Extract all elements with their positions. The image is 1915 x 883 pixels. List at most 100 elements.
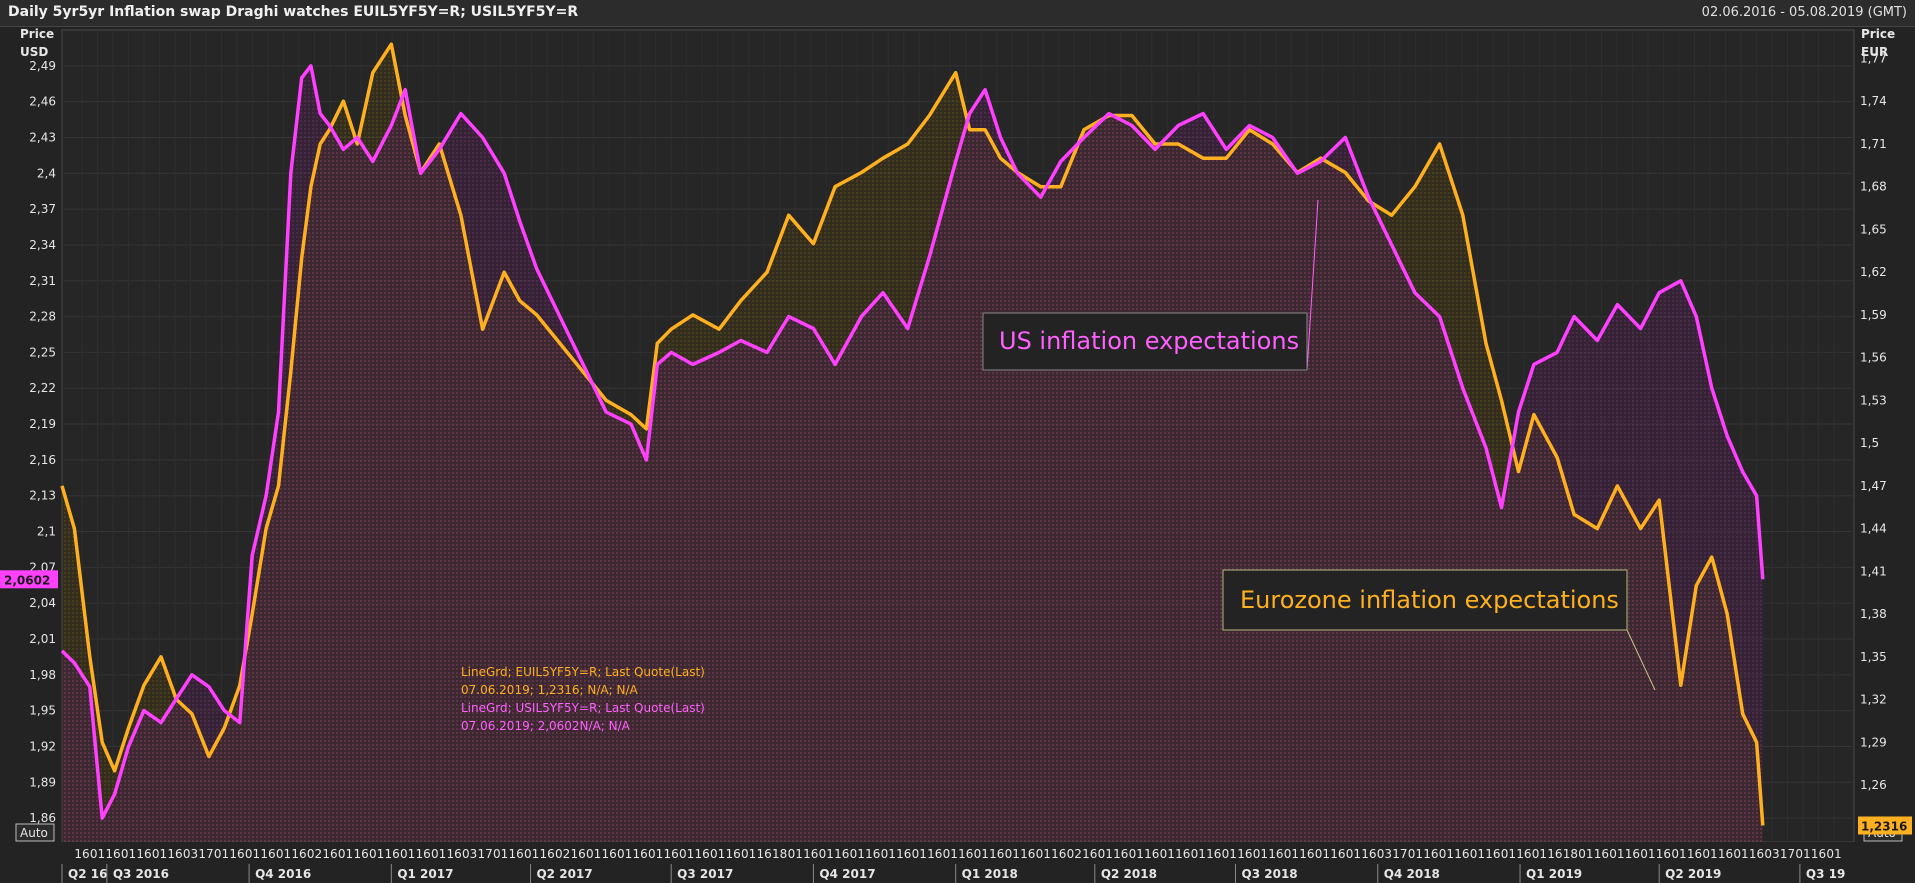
x-day-tick-label: 01 bbox=[1640, 847, 1655, 861]
left-tick-label: 2,37 bbox=[29, 202, 56, 216]
x-day-tick-label: 01 bbox=[586, 847, 601, 861]
x-quarter-label: Q1 2018 bbox=[962, 867, 1018, 881]
right-tick-label: 1,44 bbox=[1860, 522, 1887, 536]
series-lines bbox=[60, 42, 1765, 826]
x-quarter-label: Q2 2019 bbox=[1665, 867, 1721, 881]
legend-eu-last: 07.06.2019; 1,2316; N/A; N/A bbox=[461, 683, 639, 697]
x-day-tick-label: 16 bbox=[865, 847, 880, 861]
x-day-tick-label: 01 bbox=[943, 847, 958, 861]
x-day-tick-label: 16 bbox=[695, 847, 710, 861]
x-day-tick-label: 01 bbox=[1470, 847, 1485, 861]
right-tick-label: 1,56 bbox=[1860, 351, 1887, 365]
x-day-tick-label: 17 bbox=[198, 847, 213, 861]
x-day-tick-label: 16 bbox=[1749, 847, 1764, 861]
x-day-tick-label: 16 bbox=[664, 847, 679, 861]
left-axis-label-currency: USD bbox=[20, 45, 48, 59]
legend-us-last: 07.06.2019; 2,0602N/A; N/A bbox=[461, 719, 631, 733]
x-day-tick-label: 16 bbox=[1454, 847, 1469, 861]
title-bar: Daily 5yr5yr Inflation swap Draghi watch… bbox=[0, 0, 1915, 27]
us-annotation[interactable]: US inflation expectations bbox=[982, 199, 1319, 371]
right-tick-label: 1,74 bbox=[1860, 94, 1887, 108]
legend-us-series: LineGrd; USIL5YF5Y=R; Last Quote(Last) bbox=[461, 701, 705, 715]
x-day-tick-label: 16 bbox=[571, 847, 586, 861]
x-day-tick-label: 16 bbox=[1811, 847, 1826, 861]
x-day-tick-label: 16 bbox=[1361, 847, 1376, 861]
x-day-tick-label: 16 bbox=[1516, 847, 1531, 861]
x-day-tick-label: 16 bbox=[539, 847, 554, 861]
x-day-tick-label: 01 bbox=[369, 847, 384, 861]
right-tick-label: 1,29 bbox=[1860, 735, 1887, 749]
left-tick-label: 2,28 bbox=[29, 310, 56, 324]
left-tick-label: 2,31 bbox=[29, 274, 56, 288]
x-day-tick-label: 16 bbox=[1625, 847, 1640, 861]
x-day-tick-label: 01 bbox=[400, 847, 415, 861]
x-day-tick-label: 01 bbox=[710, 847, 725, 861]
x-day-tick-label: 01 bbox=[1036, 847, 1051, 861]
left-tick-label: 2,16 bbox=[29, 453, 56, 467]
x-day-tick-label: 16 bbox=[1485, 847, 1500, 861]
x-quarter-label: Q3 19 bbox=[1806, 867, 1845, 881]
left-tick-label: 2,04 bbox=[29, 596, 56, 610]
x-day-tick-label: 01 bbox=[90, 847, 105, 861]
x-day-tick-label: 01 bbox=[1160, 847, 1175, 861]
legend-eu-series: LineGrd; EUIL5YF5Y=R; Last Quote(Last) bbox=[461, 665, 705, 679]
x-day-tick-label: 16 bbox=[757, 847, 772, 861]
left-tick-label: 2,46 bbox=[29, 95, 56, 109]
x-day-tick-label: 16 bbox=[1082, 847, 1097, 861]
x-day-tick-label: 18 bbox=[772, 847, 787, 861]
x-quarter-label: Q3 2017 bbox=[677, 867, 733, 881]
right-tick-label: 1,35 bbox=[1860, 650, 1887, 664]
x-day-tick-label: 01 bbox=[1129, 847, 1144, 861]
right-tick-label: 1,77 bbox=[1860, 51, 1887, 65]
left-tick-label: 2,49 bbox=[29, 59, 56, 73]
eu-last-value-badge: 1,2316 bbox=[1858, 816, 1912, 835]
right-axis-label-currency: EUR bbox=[1861, 45, 1888, 59]
x-day-tick-label: 16 bbox=[1547, 847, 1562, 861]
right-tick-label: 1,38 bbox=[1860, 607, 1887, 621]
x-day-tick-label: 01 bbox=[1439, 847, 1454, 861]
eu-annotation[interactable]: Eurozone inflation expectations bbox=[1222, 569, 1656, 691]
left-tick-label: 1,95 bbox=[29, 704, 56, 718]
x-day-tick-label: 16 bbox=[803, 847, 818, 861]
left-tick-label: 2,25 bbox=[29, 345, 56, 359]
x-day-tick-label: 03 bbox=[183, 847, 198, 861]
chart-title: Daily 5yr5yr Inflation swap Draghi watch… bbox=[8, 4, 579, 20]
x-day-tick-label: 16 bbox=[1656, 847, 1671, 861]
x-day-tick-label: 01 bbox=[1098, 847, 1113, 861]
x-day-tick-label: 01 bbox=[1826, 847, 1841, 861]
right-tick-label: 1,26 bbox=[1860, 778, 1887, 792]
x-day-tick-label: 01 bbox=[741, 847, 756, 861]
left-tick-label: 1,98 bbox=[29, 668, 56, 682]
right-axis-label-price: Price bbox=[1861, 27, 1895, 41]
x-day-tick-label: 16 bbox=[415, 847, 430, 861]
us-last-value: 2,0602 bbox=[4, 573, 50, 587]
x-day-tick-label: 16 bbox=[1051, 847, 1066, 861]
x-day-tick-label: 01 bbox=[493, 847, 508, 861]
x-day-tick-label: 01 bbox=[1408, 847, 1423, 861]
x-day-tick-label: 16 bbox=[1687, 847, 1702, 861]
x-day-tick-label: 16 bbox=[105, 847, 120, 861]
x-day-tick-label: 01 bbox=[338, 847, 353, 861]
left-tick-label: 2,01 bbox=[29, 632, 56, 646]
x-day-tick-label: 17 bbox=[1780, 847, 1795, 861]
x-quarter-label: Q3 2018 bbox=[1242, 867, 1298, 881]
x-day-tick-label: 01 bbox=[617, 847, 632, 861]
x-day-tick-label: 01 bbox=[1609, 847, 1624, 861]
x-day-tick-label: 03 bbox=[1377, 847, 1392, 861]
x-day-tick-label: 01 bbox=[431, 847, 446, 861]
x-day-tick-label: 16 bbox=[260, 847, 275, 861]
x-day-tick-label: 01 bbox=[1284, 847, 1299, 861]
x-day-tick-label: 01 bbox=[214, 847, 229, 861]
x-day-tick-label: 16 bbox=[1718, 847, 1733, 861]
x-day-tick-label: 01 bbox=[1501, 847, 1516, 861]
auto-scale-left-button[interactable]: Auto bbox=[15, 823, 55, 842]
auto-scale-left-label: Auto bbox=[20, 826, 48, 840]
x-day-tick-label: 01 bbox=[679, 847, 694, 861]
us-series-line bbox=[60, 64, 1765, 820]
us-series-area bbox=[62, 65, 1763, 843]
x-day-tick-label: 16 bbox=[1206, 847, 1221, 861]
x-quarter-label: Q2 16 bbox=[68, 867, 107, 881]
x-quarter-label: Q4 2016 bbox=[255, 867, 311, 881]
